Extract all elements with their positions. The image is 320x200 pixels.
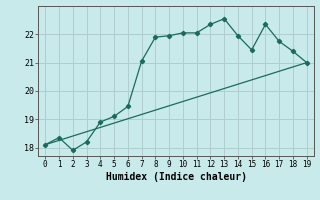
X-axis label: Humidex (Indice chaleur): Humidex (Indice chaleur) bbox=[106, 172, 246, 182]
